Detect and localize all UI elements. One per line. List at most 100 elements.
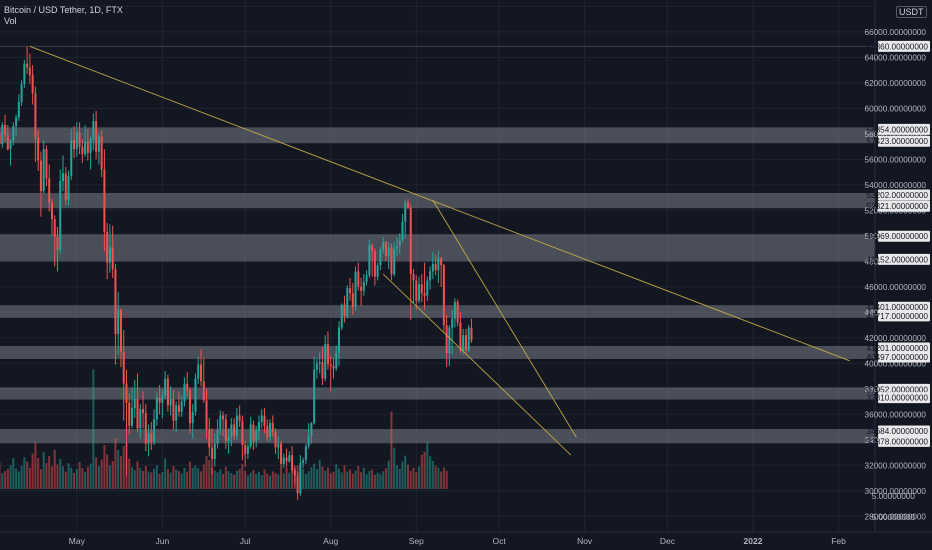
candle-body bbox=[340, 304, 343, 328]
price-tick-label: 32000.00000000 bbox=[865, 461, 927, 470]
volume-bar bbox=[382, 471, 385, 489]
candle-body bbox=[429, 271, 432, 281]
candle-body bbox=[390, 247, 393, 275]
candle-body bbox=[437, 257, 440, 271]
price-level-text: 64860.00000000 bbox=[867, 42, 929, 51]
volume-bar bbox=[48, 456, 51, 489]
candle-body bbox=[84, 141, 87, 155]
price-zone bbox=[0, 387, 875, 400]
candle-body bbox=[293, 470, 296, 476]
candle-body bbox=[197, 364, 200, 379]
volume-bar bbox=[227, 471, 230, 489]
candle-body bbox=[59, 181, 62, 250]
volume-bar bbox=[437, 467, 440, 489]
candle-body bbox=[285, 457, 288, 462]
candle-body bbox=[103, 169, 106, 232]
volume-bar bbox=[42, 451, 45, 489]
symbol-title[interactable]: Bitcoin / USD Tether, 1D, FTX bbox=[4, 5, 123, 15]
candle-body bbox=[398, 239, 401, 247]
candle-body bbox=[131, 407, 133, 426]
volume-bar bbox=[445, 470, 448, 489]
volume-bar bbox=[235, 470, 238, 489]
time-tick-label: May bbox=[69, 536, 86, 546]
volume-bar bbox=[133, 470, 136, 489]
volume-bar bbox=[310, 467, 313, 489]
volume-bar bbox=[335, 464, 338, 489]
volume-bar bbox=[244, 470, 247, 489]
volume-bar bbox=[222, 474, 225, 489]
volume-bar bbox=[100, 459, 103, 489]
volume-bar bbox=[346, 471, 349, 489]
candle-body bbox=[321, 362, 324, 379]
time-tick-label: Jul bbox=[240, 536, 251, 546]
volume-bar bbox=[230, 473, 233, 489]
candle-body bbox=[186, 383, 189, 391]
volume-indicator-label[interactable]: Vol bbox=[4, 16, 17, 26]
candle-body bbox=[50, 202, 53, 220]
volume-bar bbox=[59, 458, 62, 489]
price-tick-label: 30000.00000000 bbox=[865, 487, 927, 496]
volume-bar bbox=[70, 467, 73, 489]
price-zone bbox=[0, 429, 875, 444]
candle-body bbox=[122, 351, 125, 384]
price-zone bbox=[0, 193, 875, 209]
volume-bar bbox=[191, 467, 194, 489]
candle-body bbox=[387, 247, 390, 257]
volume-bar bbox=[412, 467, 415, 489]
candle-body bbox=[12, 126, 15, 141]
candle-body bbox=[62, 173, 64, 182]
time-axis[interactable]: May Jun Jul Aug Sep Oct Nov Dec 2022 Feb bbox=[69, 536, 846, 546]
volume-bar bbox=[349, 469, 352, 489]
candle-body bbox=[241, 420, 244, 445]
candle-body bbox=[48, 178, 51, 203]
volume-bar bbox=[188, 461, 191, 489]
candle-body bbox=[56, 237, 59, 250]
volume-bar bbox=[183, 467, 186, 489]
candle-body bbox=[144, 413, 147, 444]
volume-bar bbox=[233, 474, 236, 489]
volume-bar bbox=[315, 469, 318, 489]
volume-bar bbox=[393, 447, 396, 489]
candle-body bbox=[169, 398, 172, 406]
candle-body bbox=[453, 302, 456, 319]
volume-bar bbox=[34, 442, 37, 489]
volume-bar bbox=[39, 469, 42, 489]
candle-body bbox=[194, 378, 197, 412]
candle-body bbox=[269, 423, 271, 438]
volume-bar bbox=[252, 470, 255, 489]
candle-body bbox=[67, 175, 70, 201]
volume-bar bbox=[213, 470, 216, 489]
candle-body bbox=[191, 411, 194, 424]
volume-bar bbox=[426, 442, 429, 489]
price-level-text: 58354.00000000 bbox=[867, 125, 929, 134]
volume-bar bbox=[45, 463, 48, 489]
volume-bar bbox=[321, 466, 324, 489]
volume-bar bbox=[20, 465, 23, 489]
volume-bar bbox=[238, 469, 241, 489]
candle-body bbox=[415, 280, 418, 301]
trendlines[interactable] bbox=[29, 45, 850, 456]
candle-body bbox=[142, 409, 145, 414]
candle-body bbox=[260, 415, 263, 422]
candle-body bbox=[470, 327, 473, 341]
candle-body bbox=[373, 251, 376, 277]
volume-bar bbox=[75, 469, 78, 489]
volume-bar bbox=[9, 465, 12, 489]
volume-bar bbox=[1, 473, 4, 489]
volume-bar bbox=[202, 464, 205, 489]
candle-body bbox=[407, 202, 409, 208]
time-tick-label: 2022 bbox=[744, 536, 763, 546]
volume-bar bbox=[418, 466, 421, 489]
candle-body bbox=[271, 423, 274, 433]
candle-body bbox=[448, 327, 451, 354]
trendline bbox=[382, 273, 572, 456]
candle-body bbox=[92, 121, 95, 139]
candle-body bbox=[310, 423, 313, 436]
volume-bar bbox=[119, 456, 122, 489]
volume-bar bbox=[186, 471, 189, 489]
candle-body bbox=[200, 364, 202, 382]
volume-bar bbox=[324, 470, 327, 489]
volume-bar bbox=[216, 472, 219, 489]
currency-badge[interactable]: USDT bbox=[896, 6, 927, 18]
